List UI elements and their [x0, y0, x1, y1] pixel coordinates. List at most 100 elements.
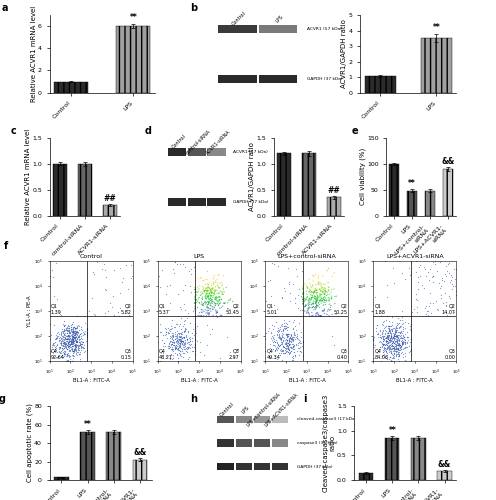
Point [304, 308, 312, 316]
Text: control-siRNA: control-siRNA [185, 128, 212, 156]
Point [274, 341, 282, 349]
Point [271, 346, 279, 354]
Point [295, 350, 303, 358]
Point [211, 286, 219, 294]
Point [289, 343, 297, 351]
Point [63, 338, 71, 346]
Point [381, 334, 389, 342]
Point [170, 338, 178, 346]
Text: Q3
2.97: Q3 2.97 [229, 348, 240, 360]
Point [314, 296, 322, 304]
Point [169, 351, 177, 359]
Point [200, 286, 208, 294]
Point [317, 312, 325, 320]
Point [283, 339, 291, 347]
Text: LPS: LPS [241, 405, 250, 415]
Point [391, 342, 399, 350]
Point [394, 341, 402, 349]
Point [384, 329, 392, 337]
Point [208, 303, 216, 311]
Point [392, 345, 400, 353]
Point [310, 287, 318, 295]
Point [73, 328, 81, 336]
Point [198, 301, 206, 309]
Point [392, 333, 400, 341]
Point [60, 338, 67, 346]
Point [313, 308, 321, 316]
Point [208, 296, 216, 304]
Point [294, 344, 302, 352]
Point [65, 326, 73, 334]
Point [206, 289, 214, 297]
Point [69, 347, 77, 355]
Point [290, 345, 298, 353]
Point [387, 332, 395, 340]
Point [63, 332, 71, 340]
Point [195, 299, 203, 307]
Point [323, 296, 331, 304]
Point [310, 302, 317, 310]
Point [207, 287, 215, 295]
Point [394, 328, 402, 336]
Point [73, 324, 81, 332]
Point [83, 334, 91, 342]
Point [61, 334, 69, 342]
Point [274, 324, 282, 332]
Point [207, 295, 215, 303]
Point [185, 344, 192, 352]
Point [65, 329, 73, 337]
Point [330, 269, 338, 277]
Point [392, 350, 400, 358]
Point [56, 342, 63, 350]
Point [286, 342, 294, 349]
Point [289, 324, 297, 332]
Point [72, 345, 80, 353]
Point [61, 334, 69, 342]
Point [378, 352, 386, 360]
Point [296, 337, 304, 345]
Point [319, 307, 327, 315]
Point [169, 338, 177, 346]
Point [172, 343, 180, 351]
Point [312, 288, 320, 296]
Point [71, 334, 79, 342]
Point [387, 350, 395, 358]
Point [89, 268, 97, 276]
Point [374, 330, 382, 338]
Point [210, 290, 218, 298]
Point [398, 307, 406, 315]
Point [74, 332, 82, 340]
Point [48, 266, 56, 274]
Point [380, 350, 388, 358]
Point [205, 298, 213, 306]
Point [61, 330, 68, 338]
Point [278, 320, 286, 328]
Text: &&: && [133, 448, 146, 458]
Point [386, 329, 394, 337]
Point [319, 280, 327, 288]
Point [72, 338, 80, 346]
Point [384, 322, 392, 330]
Point [373, 321, 381, 329]
Point [206, 302, 214, 310]
Point [164, 329, 172, 337]
Point [200, 286, 208, 294]
Point [65, 342, 73, 350]
Point [176, 340, 184, 348]
X-axis label: BL1-A : FITC-A: BL1-A : FITC-A [289, 378, 325, 384]
Point [174, 335, 182, 343]
Point [50, 321, 58, 329]
Point [72, 328, 80, 336]
Point [161, 324, 169, 332]
Bar [218, 75, 257, 82]
Point [386, 343, 394, 351]
Point [317, 290, 325, 298]
Point [123, 262, 130, 270]
Point [261, 348, 269, 356]
Point [325, 306, 333, 314]
Bar [272, 440, 289, 446]
Point [69, 330, 77, 338]
Point [60, 328, 67, 336]
Point [202, 295, 210, 303]
Text: **: ** [129, 13, 137, 22]
